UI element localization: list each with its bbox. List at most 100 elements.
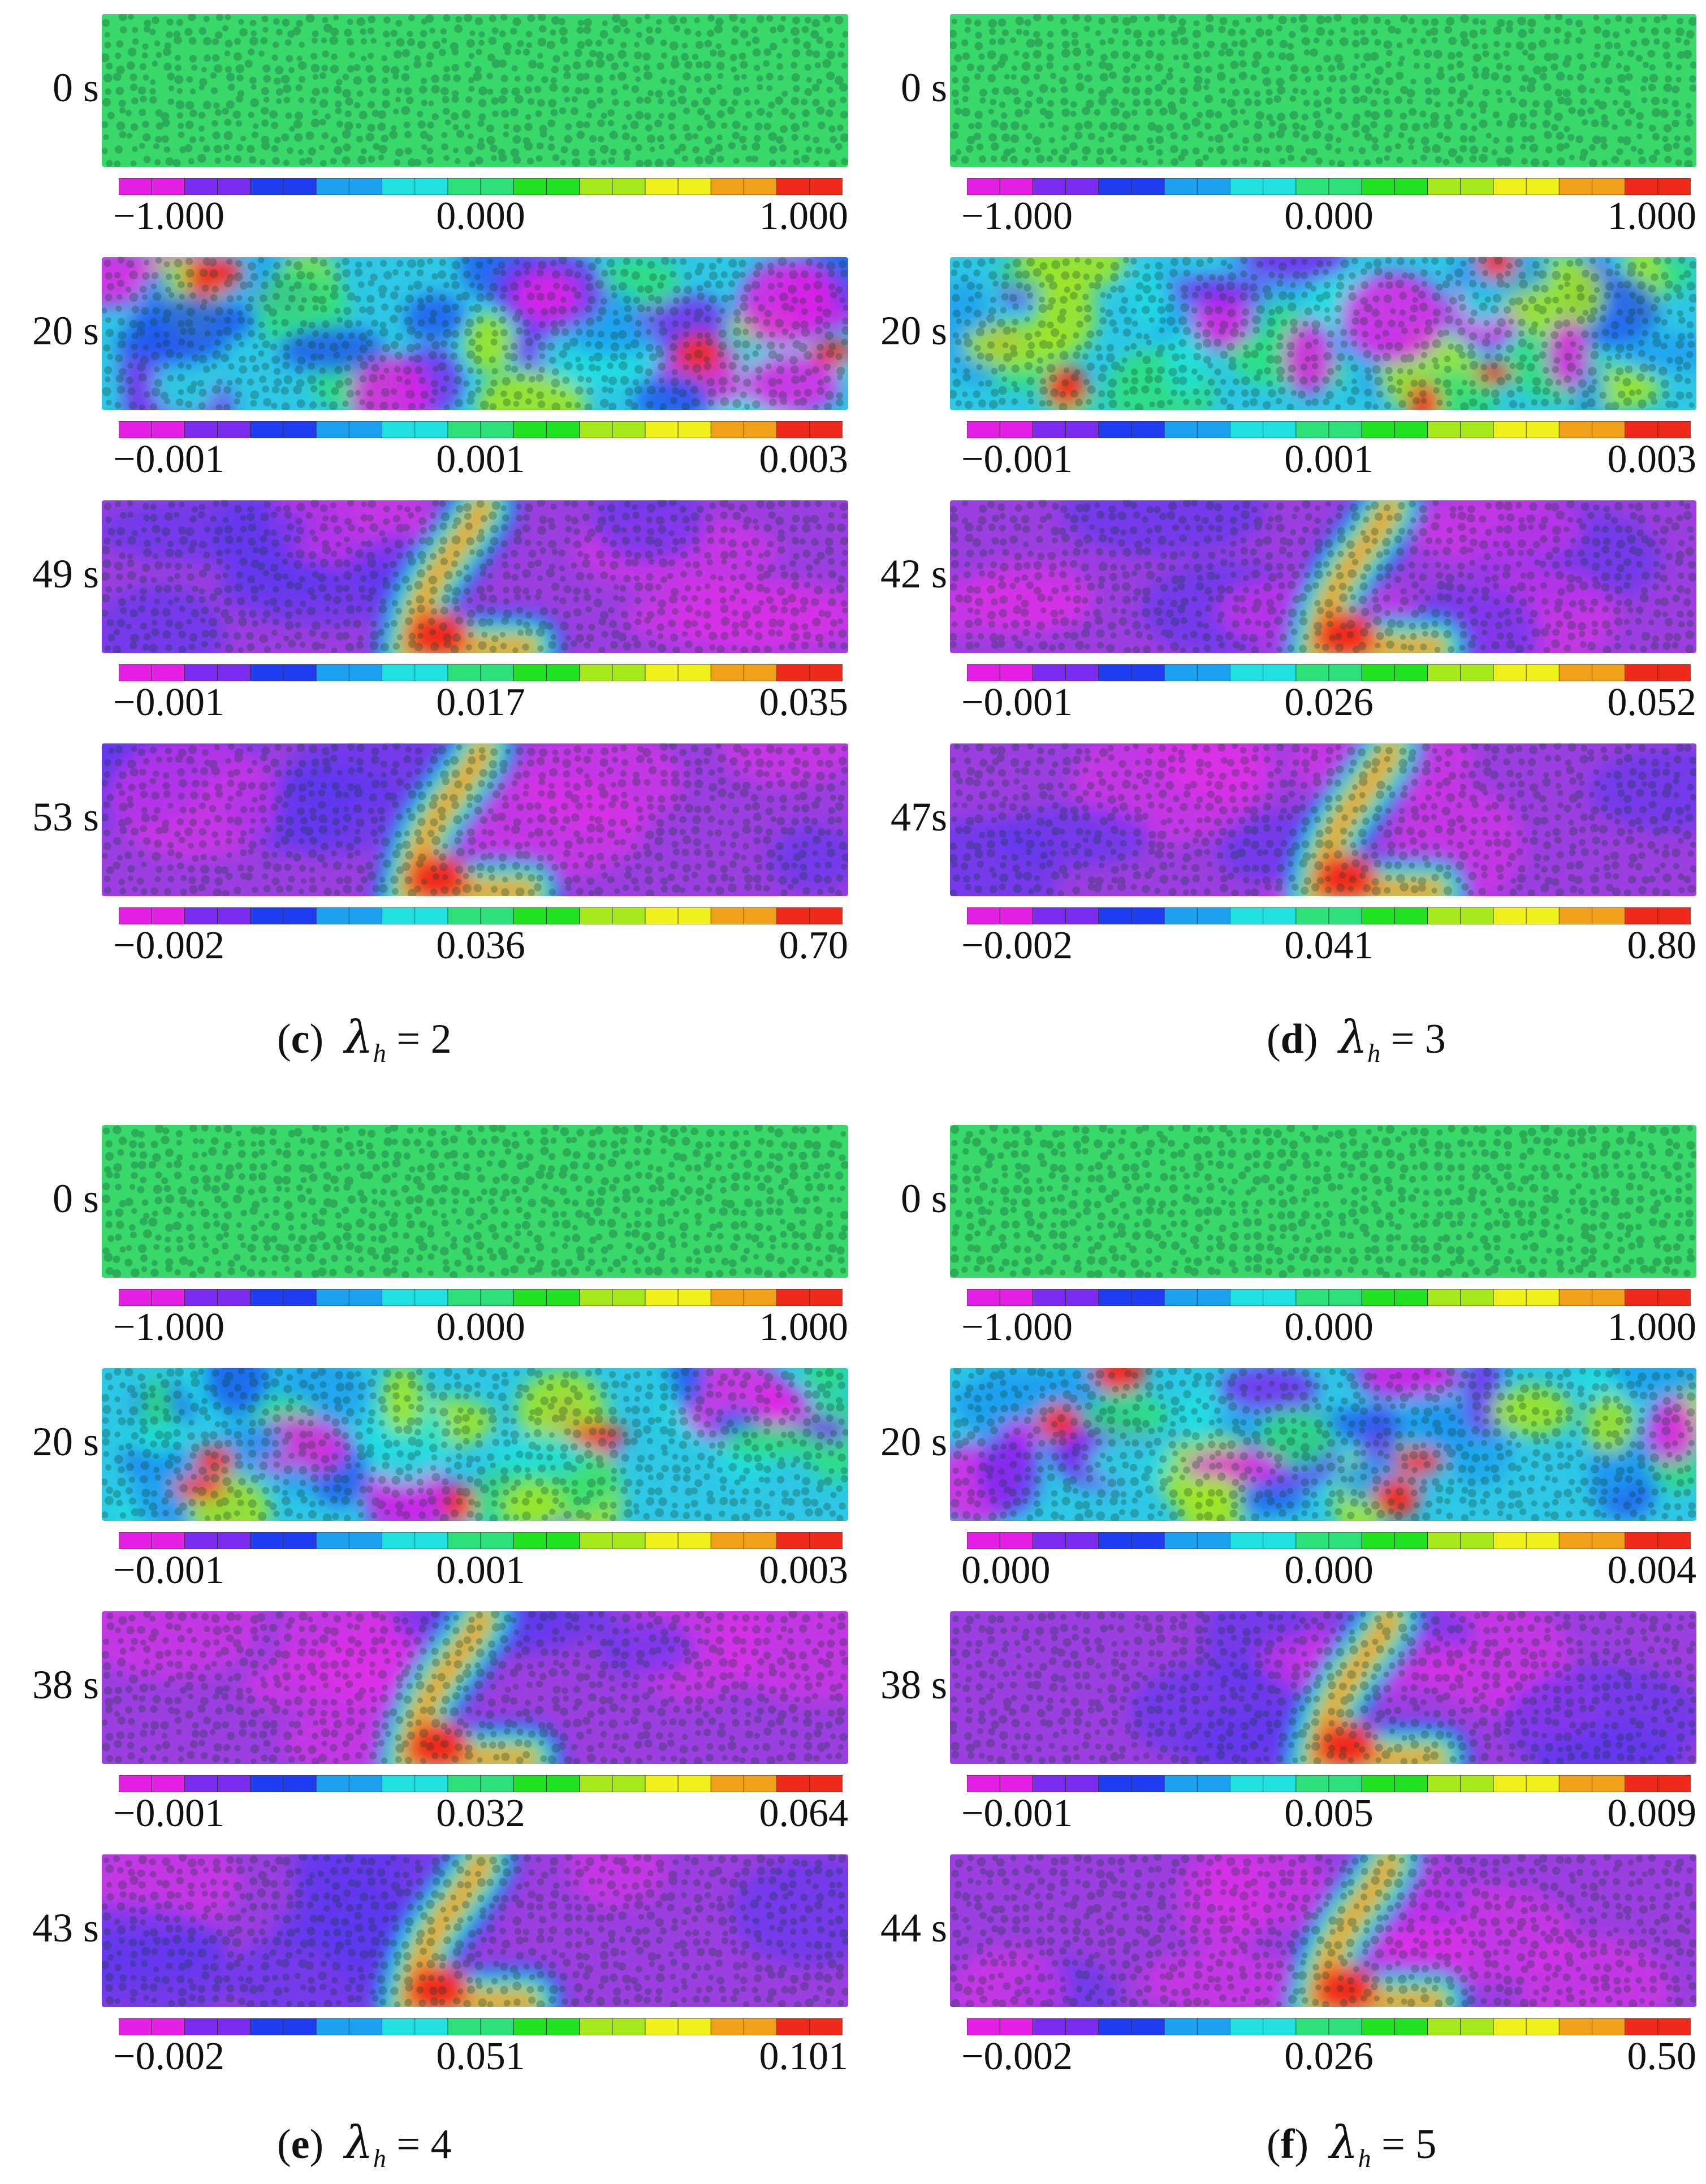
colorbar-ticks: −0.001 0.032 0.064 [113, 1791, 848, 1836]
tick-min: −0.001 [961, 1791, 1073, 1836]
colorbar [967, 2018, 1691, 2035]
tick-max: 1.000 [759, 194, 849, 239]
contour-panel [102, 14, 848, 167]
colorbar-ticks: 0.000 0.000 0.004 [961, 1548, 1696, 1593]
time-label: 20 s [0, 308, 99, 353]
caption-value: = 5 [1381, 2121, 1436, 2168]
colorbar [967, 1532, 1691, 1549]
contour-panel [102, 1125, 848, 1278]
tick-max: 1.000 [759, 1305, 849, 1350]
tick-max: 0.004 [1608, 1548, 1697, 1593]
tick-mid: 0.005 [1284, 1791, 1374, 1836]
lambda-symbol: λ [344, 1011, 373, 1063]
colorbar-ticks: −0.001 0.026 0.052 [961, 680, 1696, 725]
tick-max: 0.003 [1608, 437, 1697, 482]
contour-panel [950, 1611, 1696, 1764]
tick-min: −0.002 [961, 923, 1073, 968]
contour-panel [102, 1854, 848, 2007]
row-d-1: 20 s −0.001 0.001 0.003 [848, 257, 1668, 483]
colorbar-ticks: −0.001 0.001 0.003 [961, 437, 1696, 482]
tick-mid: 0.000 [436, 194, 525, 239]
colorbar [119, 1532, 843, 1549]
colorbar-ticks: −1.000 0.000 1.000 [961, 194, 1696, 239]
row-d-0: 0 s −1.000 0.000 1.000 [848, 14, 1668, 240]
tick-min: −0.002 [961, 2034, 1073, 2079]
tick-mid: 0.041 [1284, 923, 1374, 968]
time-label: 47s [848, 794, 947, 840]
colorbar [119, 907, 843, 924]
time-label: 0 s [848, 1176, 947, 1221]
tick-max: 0.80 [1627, 923, 1697, 968]
tick-max: 0.70 [779, 923, 849, 968]
caption-letter: e [291, 2121, 310, 2168]
colorbar-ticks: −0.002 0.036 0.70 [113, 923, 848, 968]
colorbar-ticks: −1.000 0.000 1.000 [113, 1305, 848, 1350]
caption-value: = 2 [396, 1016, 451, 1062]
contour-panel [950, 14, 1696, 167]
row-e-3: 43 s −0.002 0.051 0.101 [0, 1854, 820, 2081]
colorbar-ticks: −1.000 0.000 1.000 [113, 194, 848, 239]
tick-min: −0.001 [961, 680, 1073, 725]
tick-min: −0.001 [113, 1548, 224, 1593]
tick-mid: 0.001 [1284, 437, 1374, 482]
tick-min: −1.000 [113, 194, 224, 239]
colorbar [967, 1775, 1691, 1792]
tick-min: −1.000 [961, 194, 1073, 239]
colorbar [967, 178, 1691, 195]
time-label: 0 s [848, 65, 947, 110]
row-f-3: 44 s −0.002 0.026 0.50 [848, 1854, 1668, 2081]
tick-min: −0.002 [113, 923, 224, 968]
row-c-0: 0 s −1.000 0.000 1.000 [0, 14, 820, 240]
time-label: 20 s [848, 308, 947, 353]
colorbar-ticks: −0.001 0.001 0.003 [113, 437, 848, 482]
row-c-1: 20 s −0.001 0.001 0.003 [0, 257, 820, 483]
colorbar-ticks: −0.001 0.005 0.009 [961, 1791, 1696, 1836]
tick-max: 0.035 [759, 680, 849, 725]
colorbar-ticks: −1.000 0.000 1.000 [961, 1305, 1696, 1350]
time-label: 53 s [0, 794, 99, 840]
contour-panel [950, 500, 1696, 653]
colorbar-ticks: −0.002 0.041 0.80 [961, 923, 1696, 968]
time-label: 20 s [848, 1419, 947, 1464]
lambda-symbol: λ [1338, 1011, 1367, 1063]
tick-mid: 0.017 [436, 680, 525, 725]
contour-panel [102, 500, 848, 653]
tick-max: 0.003 [759, 437, 849, 482]
tick-mid: 0.001 [436, 437, 525, 482]
time-label: 20 s [0, 1419, 99, 1464]
time-label: 42 s [848, 551, 947, 596]
contour-panel [102, 743, 848, 896]
lambda-symbol: λ [1329, 2116, 1358, 2169]
tick-max: 0.50 [1627, 2034, 1697, 2079]
tick-mid: 0.032 [436, 1791, 525, 1836]
row-f-2: 38 s −0.001 0.005 0.009 [848, 1611, 1668, 1837]
time-label: 49 s [0, 551, 99, 596]
row-d-3: 47s −0.002 0.041 0.80 [848, 743, 1668, 970]
row-e-1: 20 s −0.001 0.001 0.003 [0, 1368, 820, 1594]
colorbar-ticks: −0.001 0.017 0.035 [113, 680, 848, 725]
caption-d: (d) λh = 3 [1267, 1012, 1446, 1079]
tick-min: −0.001 [113, 437, 224, 482]
colorbar [967, 664, 1691, 681]
lambda-subscript: h [373, 1039, 386, 1067]
row-d-2: 42 s −0.001 0.026 0.052 [848, 500, 1668, 726]
tick-mid: 0.000 [436, 1305, 525, 1350]
colorbar [119, 178, 843, 195]
lambda-symbol: λ [344, 2116, 373, 2169]
time-label: 43 s [0, 1905, 99, 1951]
row-f-0: 0 s −1.000 0.000 1.000 [848, 1125, 1668, 1351]
lambda-subscript: h [373, 2144, 386, 2173]
tick-min: 0.000 [961, 1548, 1051, 1593]
contour-panel [102, 1611, 848, 1764]
colorbar [967, 1289, 1691, 1306]
contour-panel [950, 743, 1696, 896]
tick-mid: 0.036 [436, 923, 525, 968]
time-label: 0 s [0, 1176, 99, 1221]
colorbar [967, 421, 1691, 438]
row-c-2: 49 s −0.001 0.017 0.035 [0, 500, 820, 726]
tick-min: −0.001 [961, 437, 1073, 482]
row-e-0: 0 s −1.000 0.000 1.000 [0, 1125, 820, 1351]
time-label: 0 s [0, 65, 99, 110]
contour-panel [950, 1125, 1696, 1278]
tick-min: −0.001 [113, 680, 224, 725]
